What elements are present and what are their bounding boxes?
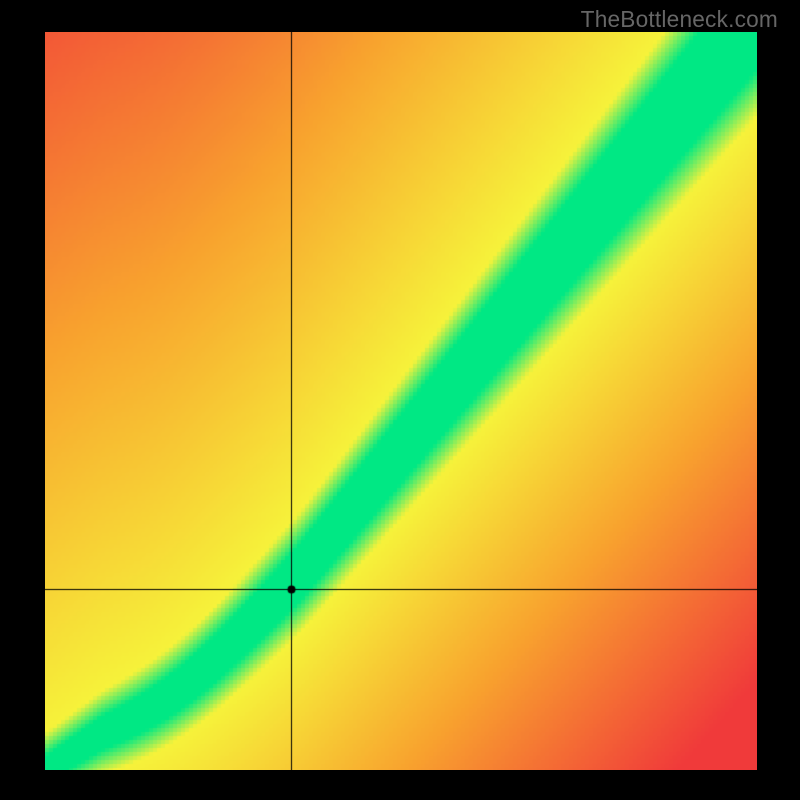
watermark-text: TheBottleneck.com <box>581 6 778 33</box>
heatmap-canvas <box>45 32 757 770</box>
plot-area <box>45 32 757 770</box>
figure-container: TheBottleneck.com <box>0 0 800 800</box>
